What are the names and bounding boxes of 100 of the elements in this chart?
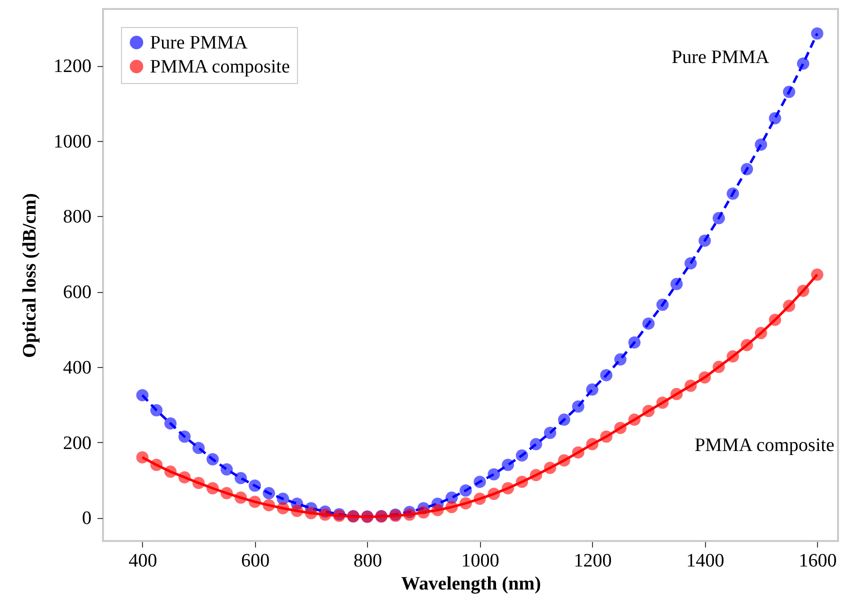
point: [712, 360, 725, 374]
point: [544, 426, 556, 439]
point: [698, 371, 711, 384]
point: [586, 383, 598, 396]
point: [516, 449, 528, 462]
point: [740, 163, 754, 176]
point: [417, 506, 430, 518]
point: [628, 336, 641, 349]
y-tick-label: 1200: [54, 56, 92, 78]
point: [516, 476, 528, 488]
point: [150, 404, 163, 416]
point: [150, 458, 163, 472]
point: [502, 482, 514, 494]
point: [572, 400, 584, 413]
point: [460, 497, 472, 510]
point: [684, 257, 697, 270]
point: [642, 317, 655, 330]
point: [474, 476, 486, 488]
point: [319, 508, 332, 521]
point: [614, 353, 626, 366]
point: [488, 468, 500, 480]
y-tick-label: 1000: [54, 131, 92, 152]
x-tick-label: 400: [128, 550, 158, 572]
point: [136, 451, 148, 464]
annotation: PMMA composite: [694, 435, 834, 456]
point: [304, 507, 318, 520]
point: [572, 446, 584, 459]
x-tick-label: 1600: [798, 550, 837, 572]
point: [628, 414, 641, 426]
point: [164, 466, 177, 478]
point: [586, 438, 598, 450]
point: [290, 504, 304, 517]
annotation: Pure PMMA: [672, 46, 770, 68]
point: [530, 468, 542, 482]
point: [656, 298, 669, 311]
point: [811, 27, 824, 40]
point: [754, 326, 768, 340]
point: [712, 212, 725, 224]
point: [403, 508, 416, 521]
x-tick-label: 1200: [574, 550, 612, 572]
point: [234, 472, 247, 484]
point: [530, 438, 542, 450]
point: [192, 476, 205, 490]
legend-label: Pure PMMA: [150, 32, 248, 54]
point: [220, 463, 233, 476]
point: [797, 58, 810, 70]
point: [474, 492, 486, 505]
point: [431, 504, 444, 516]
point: [698, 234, 711, 247]
point: [488, 488, 500, 500]
y-tick-label: 600: [63, 282, 92, 304]
point: [502, 458, 514, 472]
y-tick-label: 200: [63, 432, 92, 454]
point: [558, 454, 570, 466]
point: [136, 389, 148, 402]
point: [782, 300, 796, 312]
point: [726, 188, 739, 200]
x-tick-label: 1400: [686, 550, 724, 572]
point: [811, 268, 824, 281]
y-tick-label: 0: [82, 508, 92, 530]
point: [768, 112, 782, 124]
point: [248, 480, 261, 492]
point: [726, 350, 739, 362]
y-tick-label: 400: [63, 357, 92, 378]
legend-label: PMMA composite: [150, 56, 290, 78]
point: [206, 453, 219, 466]
point: [614, 422, 626, 434]
x-tick-label: 1000: [461, 550, 500, 572]
point: [248, 496, 261, 508]
point: [754, 138, 768, 151]
point: [262, 487, 276, 500]
point: [558, 414, 570, 426]
point: [446, 500, 458, 514]
point: [656, 396, 669, 409]
point: [192, 442, 205, 454]
point: [460, 484, 472, 497]
y-tick-label: 800: [63, 206, 92, 228]
point: [740, 338, 754, 352]
point: [684, 380, 697, 392]
point: [670, 388, 683, 400]
point: [768, 314, 782, 326]
x-tick-label: 600: [241, 550, 270, 572]
y-axis-title: Optical loss (dB/cm): [20, 193, 40, 358]
x-tick-label: 800: [354, 550, 382, 572]
point: [206, 482, 219, 494]
point: [178, 471, 191, 484]
point: [164, 417, 177, 430]
point: [600, 430, 612, 443]
x-axis-title: Wavelength (nm): [401, 574, 541, 594]
point: [544, 462, 556, 474]
point: [642, 404, 655, 418]
point: [600, 369, 612, 382]
point: [178, 430, 191, 443]
point: [234, 492, 247, 504]
point: [220, 487, 233, 500]
point: [670, 278, 683, 290]
point: [276, 502, 290, 514]
point: [797, 284, 810, 297]
point: [262, 499, 276, 512]
point: [782, 86, 796, 98]
